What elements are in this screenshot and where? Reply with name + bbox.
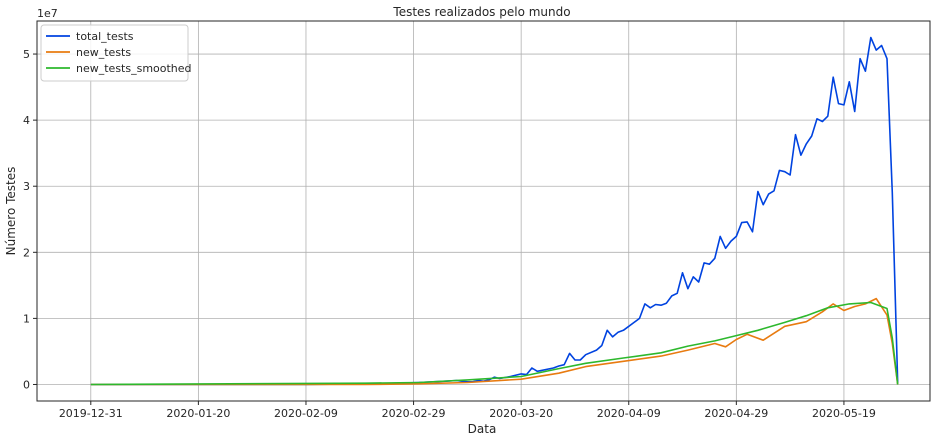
axis-ticks: 2019-12-31 2020-01-20 2020-02-09 2020-02-29… [23, 48, 876, 420]
y-tick-label: 0 [23, 378, 30, 391]
legend-entry: new_tests_smoothed [76, 62, 192, 75]
legend-entry: total_tests [76, 30, 134, 43]
x-axis-label: Data [468, 422, 497, 436]
x-tick-label: 2020-03-20 [489, 407, 553, 420]
legend-box [40, 24, 189, 82]
x-tick-label: 2020-02-09 [274, 407, 338, 420]
y-axis-label: Número Testes [4, 167, 18, 256]
y-tick-label: 3 [23, 180, 30, 193]
x-tick-label: 2020-04-29 [704, 407, 768, 420]
y-tick-label: 2 [23, 246, 30, 259]
chart-title: Testes realizados pelo mundo [392, 5, 570, 19]
x-tick-label: 2019-12-31 [59, 407, 123, 420]
x-tick-label: 2020-02-29 [382, 407, 446, 420]
x-tick-label: 2020-04-09 [597, 407, 661, 420]
legend: total_tests new_tests new_tests_smoothed [40, 24, 192, 82]
y-tick-label: 1 [23, 312, 30, 325]
series-line-new-tests-smoothed [90, 301, 899, 386]
y-offset-text: 1e7 [37, 7, 58, 20]
series-lines [90, 36, 899, 386]
y-tick-label: 5 [23, 48, 30, 61]
plot-frame [36, 20, 931, 402]
series-line-new-tests [90, 297, 899, 386]
x-tick-label: 2020-05-19 [812, 407, 876, 420]
legend-entry: new_tests [76, 46, 131, 59]
x-tick-label: 2020-01-20 [166, 407, 230, 420]
y-tick-label: 4 [23, 114, 30, 127]
